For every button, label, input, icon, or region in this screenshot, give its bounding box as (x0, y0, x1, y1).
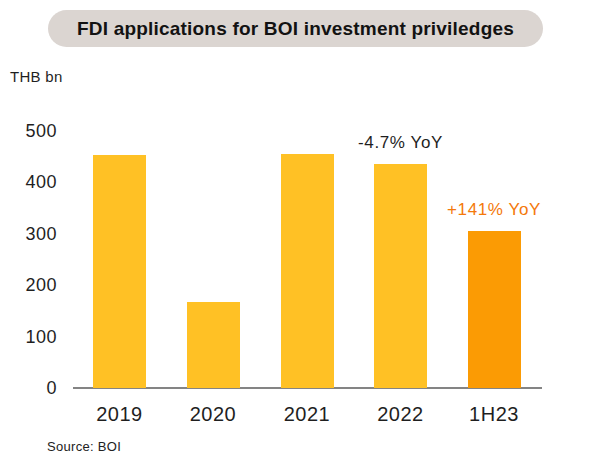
x-tick-label-2022: 2022 (356, 403, 446, 426)
x-tick-label-2019: 2019 (75, 403, 165, 426)
y-tick-label: 400 (7, 172, 57, 192)
x-tick-label-2020: 2020 (168, 403, 258, 426)
bar-2020 (187, 302, 240, 388)
bar-2021 (281, 154, 334, 388)
y-tick-label: 500 (7, 121, 57, 141)
y-tick-label: 200 (7, 275, 57, 295)
x-tick-label-1h23: 1H23 (449, 403, 539, 426)
bar-2019 (93, 155, 146, 388)
annotation-2022: -4.7% YoY (331, 133, 471, 153)
bar-2022 (374, 164, 427, 388)
y-tick-label: 0 (7, 378, 57, 398)
source-note: Source: BOI (47, 439, 121, 454)
chart-canvas: FDI applications for BOI investment priv… (0, 0, 600, 471)
bar-1h23 (468, 231, 521, 388)
x-tick-label-2021: 2021 (262, 403, 352, 426)
y-tick-label: 300 (7, 224, 57, 244)
y-tick-label: 100 (7, 327, 57, 347)
annotation-1h23: +141% YoY (424, 200, 564, 220)
plot-area: 0 100 200 300 400 500 20192020202120221H23 -4.7… (0, 0, 600, 471)
